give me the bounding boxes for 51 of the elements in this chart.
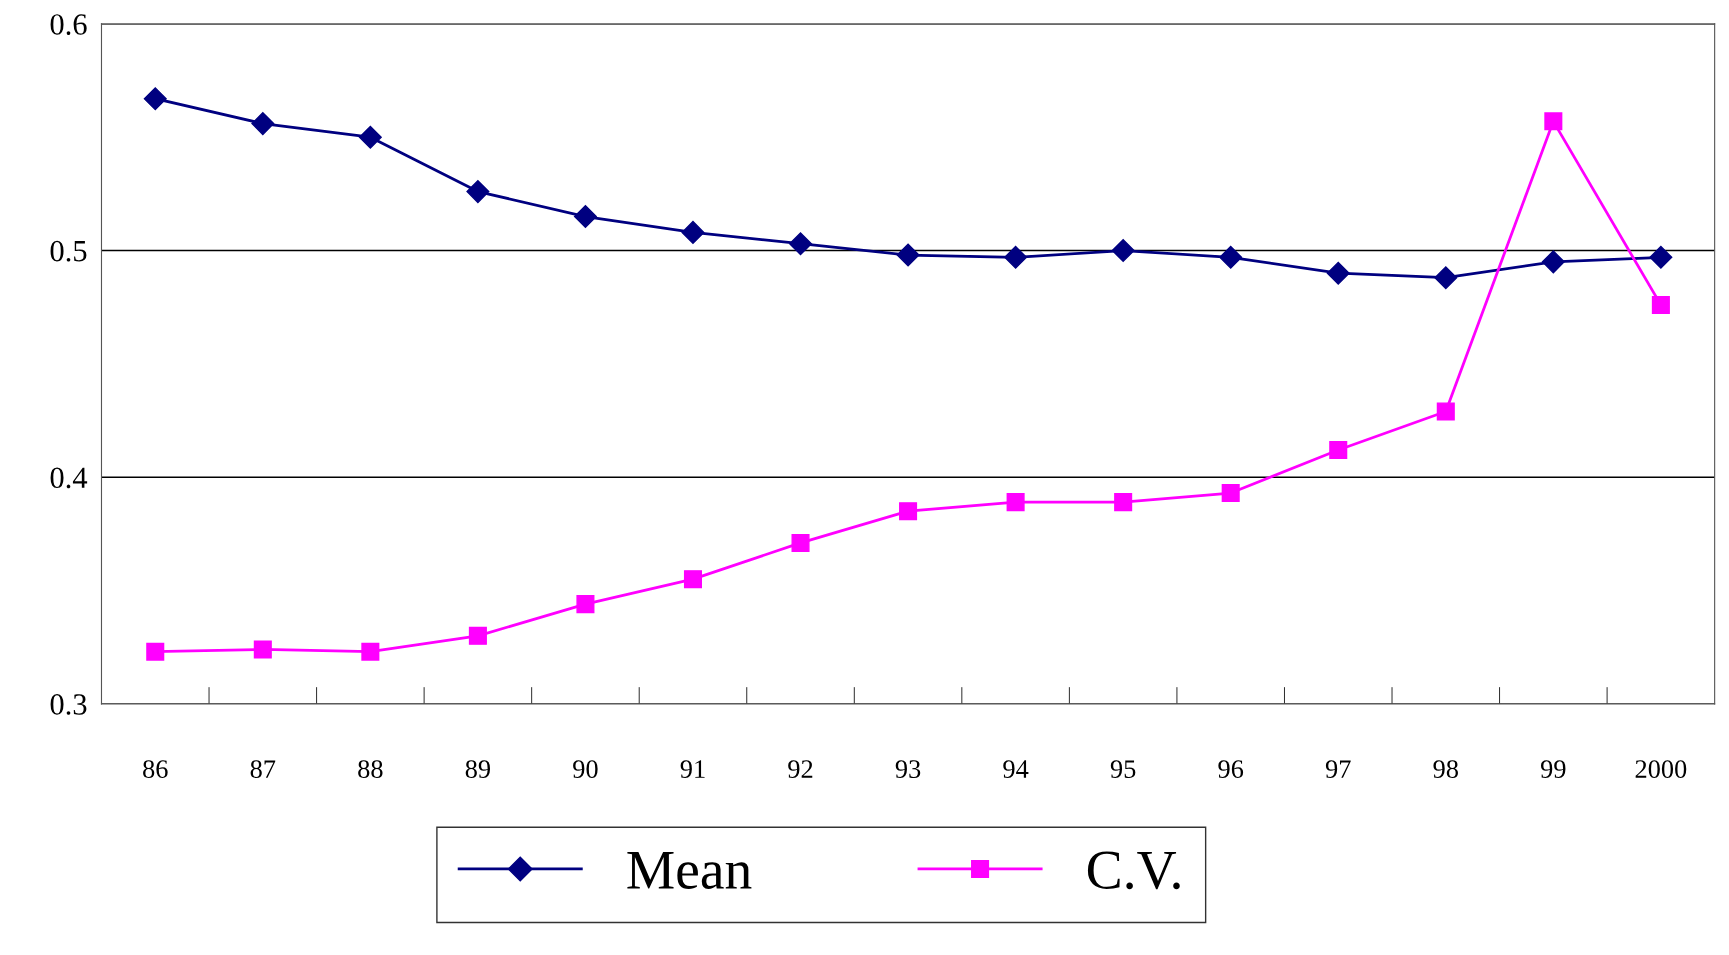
point — [1004, 245, 1028, 269]
x-tick-label: 96 — [1218, 760, 1244, 778]
point — [681, 220, 705, 244]
point — [1114, 493, 1133, 512]
point — [1326, 261, 1350, 285]
point — [1434, 266, 1458, 290]
point — [1006, 493, 1025, 512]
x-tick-label: 98 — [1433, 760, 1458, 778]
y-tick-label: 0.5 — [50, 240, 87, 262]
point — [1221, 484, 1240, 503]
point — [1329, 440, 1348, 460]
x-tick-label: 87 — [250, 760, 276, 778]
x-tick-label: 92 — [788, 760, 813, 778]
point — [466, 180, 490, 204]
point — [146, 642, 165, 661]
x-tick-label: 2000 — [1635, 760, 1687, 778]
point — [1219, 245, 1243, 269]
legend-label: Mean — [627, 852, 752, 889]
point — [1436, 402, 1455, 421]
x-tick-label: 95 — [1110, 760, 1136, 778]
x-tick-label: 88 — [358, 760, 383, 778]
point — [576, 595, 595, 614]
legend-label: C.V. — [1087, 851, 1180, 890]
point — [251, 112, 275, 136]
point — [361, 642, 380, 661]
y-tick-label: 0.3 — [50, 694, 87, 715]
point — [143, 87, 167, 111]
point — [253, 640, 272, 659]
point — [791, 533, 810, 552]
point — [1544, 112, 1563, 131]
point — [1111, 239, 1135, 263]
x-tick-label: 94 — [1003, 760, 1029, 778]
point — [899, 502, 918, 521]
point — [573, 205, 597, 229]
point — [468, 626, 487, 645]
point — [789, 232, 813, 256]
y-tick-label: 0.6 — [50, 14, 87, 35]
y-tick-label: 0.4 — [50, 467, 88, 489]
x-tick-label: 99 — [1540, 760, 1566, 778]
x-tick-label: 89 — [465, 760, 491, 778]
x-tick-label: 91 — [680, 760, 705, 778]
x-tick-label: 93 — [895, 760, 921, 778]
point — [683, 570, 703, 589]
x-tick-label: 97 — [1325, 760, 1351, 778]
point — [1649, 245, 1673, 269]
x-tick-label: 86 — [143, 760, 168, 778]
x-tick-label: 90 — [573, 760, 598, 778]
point — [1651, 295, 1670, 314]
point — [896, 243, 920, 267]
point — [1541, 250, 1565, 274]
point — [358, 125, 382, 149]
